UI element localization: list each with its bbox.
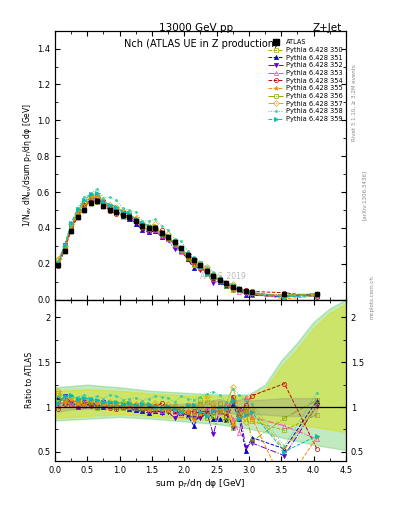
Legend: ATLAS, Pythia 6.428 350, Pythia 6.428 351, Pythia 6.428 352, Pythia 6.428 353, P: ATLAS, Pythia 6.428 350, Pythia 6.428 35… [268,39,343,122]
Text: Z+Jet: Z+Jet [313,23,342,33]
Text: Nch (ATLAS UE in Z production): Nch (ATLAS UE in Z production) [123,39,277,49]
X-axis label: sum p$_T$/dη dφ [GeV]: sum p$_T$/dη dφ [GeV] [155,477,246,490]
Text: 13000 GeV pp: 13000 GeV pp [160,23,233,33]
Y-axis label: 1/N$_{ev}$ dN$_{ev}$/dsum p$_T$/dη dφ [GeV]: 1/N$_{ev}$ dN$_{ev}$/dsum p$_T$/dη dφ [G… [21,103,34,227]
Y-axis label: Ratio to ATLAS: Ratio to ATLAS [25,352,34,408]
Text: mcplots.cern.ch: mcplots.cern.ch [369,275,375,319]
Text: [arXiv:1306.3436]: [arXiv:1306.3436] [362,169,367,220]
Text: Rivet 3.1.10, ≥ 3.2M events: Rivet 3.1.10, ≥ 3.2M events [352,64,357,141]
Text: ATLAS_2019: ATLAS_2019 [200,271,247,280]
